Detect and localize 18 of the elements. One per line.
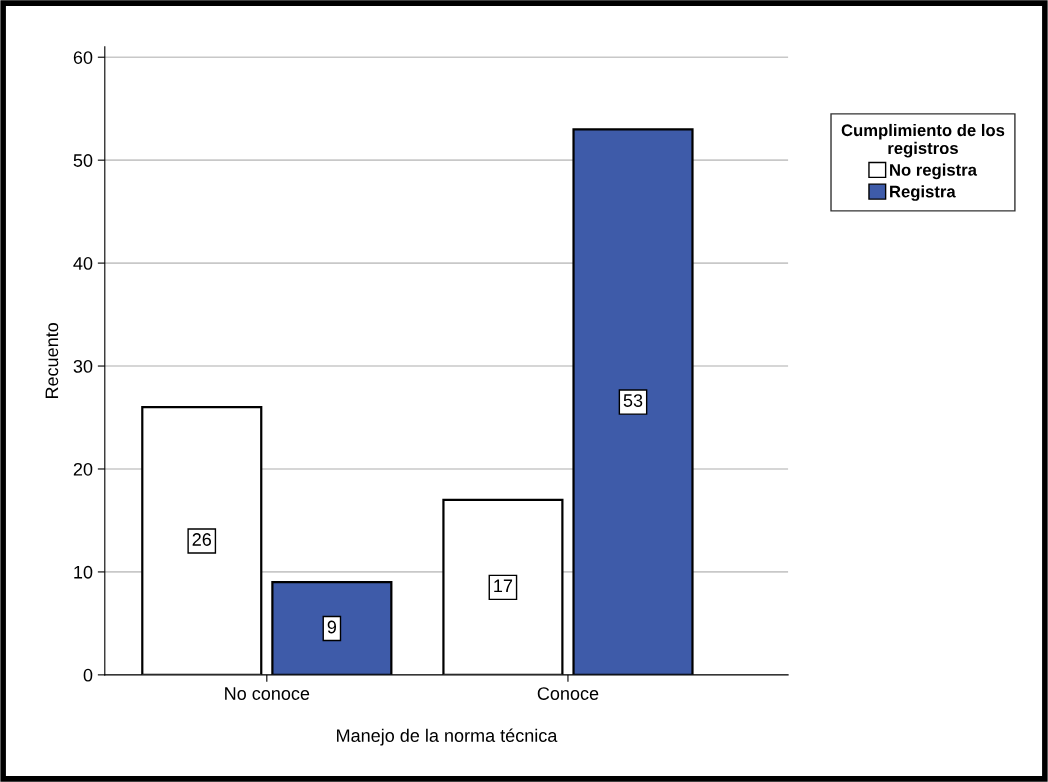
- y-axis-title: Recuento: [45, 323, 59, 399]
- x-tick-label: No conoce: [225, 687, 310, 700]
- data-label: 9: [327, 620, 337, 634]
- y-tick-label: 10: [74, 565, 93, 579]
- y-tick-label: 50: [73, 154, 93, 167]
- x-axis-title: Manejo de la norma técnica: [337, 728, 558, 746]
- legend-label: Registra: [890, 185, 956, 201]
- legend-title: Cumplimiento de los registros: [841, 123, 1005, 158]
- data-label: 26: [192, 533, 212, 546]
- y-tick-label: 30: [73, 359, 93, 373]
- y-tick-label: 40: [73, 257, 93, 270]
- data-label: 53: [623, 394, 643, 407]
- y-tick-label: 0: [83, 668, 93, 682]
- legend-label: No registra: [890, 163, 978, 180]
- data-label: 17: [494, 579, 513, 593]
- y-tick-label: 60: [73, 51, 93, 64]
- y-tick-label: 20: [73, 462, 93, 476]
- x-tick-label: Conoce: [537, 687, 599, 700]
